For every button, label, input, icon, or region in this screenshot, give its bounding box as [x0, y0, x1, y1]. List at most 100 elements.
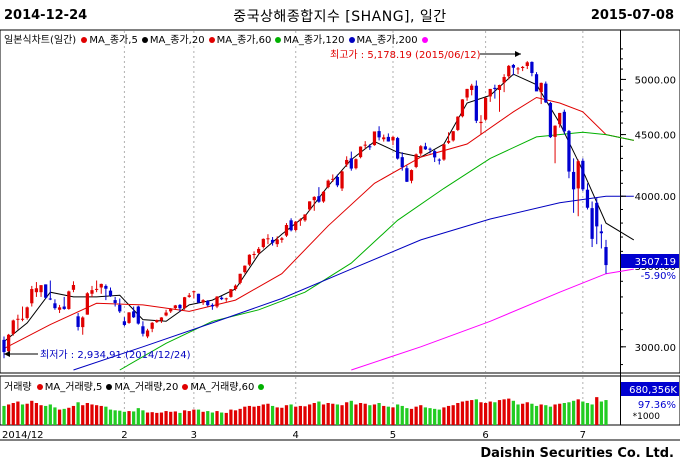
candle-body: [270, 239, 275, 243]
candle: [423, 142, 428, 150]
volume-bar: [470, 400, 474, 425]
candle: [502, 74, 506, 93]
candle: [233, 284, 238, 291]
candle: [71, 281, 76, 293]
candle: [358, 146, 363, 159]
price-legend-item: MA_종가,60: [208, 35, 274, 46]
ma-line: [119, 131, 634, 371]
candle: [90, 285, 94, 297]
candle: [187, 292, 191, 298]
candle: [363, 141, 367, 149]
volume-bar: [94, 405, 99, 425]
volume-bar: [590, 404, 594, 425]
volume-bar: [284, 405, 289, 425]
candle: [136, 305, 140, 325]
candle-body: [483, 97, 488, 120]
candle-body: [488, 88, 492, 97]
end-date: 2015-07-08: [590, 8, 674, 23]
volume-bar: [534, 405, 539, 425]
ma-line: [3, 96, 634, 350]
candle-body: [382, 137, 386, 140]
volume-bar: [382, 405, 386, 425]
candle: [215, 296, 219, 309]
volume-bar: [25, 403, 29, 425]
volume-bar: [363, 403, 367, 425]
candle: [261, 238, 265, 249]
candle-body: [229, 289, 233, 297]
candlesticks: [2, 61, 608, 359]
volume-bar: [11, 403, 15, 425]
candle: [335, 174, 340, 188]
volume-bar: [53, 407, 57, 425]
volume-bar: [562, 403, 566, 425]
volume-bar: [169, 411, 173, 425]
volume-bar: [7, 404, 11, 425]
candle: [442, 143, 446, 161]
volume-bar: [210, 412, 215, 425]
volume-bar: [303, 406, 307, 425]
volume-bar: [354, 404, 358, 425]
candle: [488, 88, 492, 102]
volume-bar: [446, 405, 451, 425]
volume-bar: [585, 403, 590, 425]
candle: [16, 314, 20, 330]
candle: [150, 322, 154, 333]
volume-legend-item: MA_거래량,60: [182, 382, 256, 393]
candle: [493, 84, 497, 99]
x-tick-label: 2: [121, 430, 127, 441]
x-tick-label: 2014/12: [2, 430, 44, 441]
volume-bar: [145, 412, 150, 425]
candle-body: [76, 316, 80, 327]
candle: [433, 149, 437, 163]
candle-body: [405, 168, 409, 182]
volume-bar: [386, 406, 390, 425]
volume-legend-swatch: [36, 384, 43, 390]
candle-body: [428, 148, 432, 150]
candle: [525, 61, 529, 70]
candle-body: [113, 300, 117, 303]
candle: [548, 101, 553, 139]
candle: [206, 300, 210, 307]
candle-body: [493, 87, 497, 90]
candle-body: [247, 254, 252, 265]
volume-legend-item: MA_거래량,20: [106, 382, 180, 393]
candle-body: [284, 225, 289, 236]
candle-body: [502, 77, 506, 83]
candle-body: [99, 283, 103, 288]
candle: [298, 218, 302, 226]
candle: [465, 88, 469, 101]
price-legend-item-label: MA_종가,200: [356, 35, 418, 46]
candle: [94, 280, 99, 293]
candle: [44, 284, 48, 299]
candle: [127, 312, 131, 324]
candle-body: [567, 131, 571, 172]
volume-legend-label: 거래량: [4, 382, 32, 393]
price-legend-item: MA_종가,120: [275, 35, 346, 46]
candle: [507, 64, 511, 80]
candle-body: [298, 219, 302, 221]
candle-body: [48, 298, 52, 300]
volume-bar: [298, 405, 302, 425]
volume-bar: [442, 407, 446, 425]
candle-body: [266, 238, 270, 240]
candle: [220, 296, 224, 301]
y-tick-label: 4500.00: [635, 131, 676, 142]
volume-readout: 680,356K 97.36% *1000: [621, 382, 679, 422]
candle-body: [210, 304, 215, 307]
candle: [456, 116, 460, 132]
candle-body: [581, 160, 585, 190]
candle: [400, 152, 404, 171]
candle-body: [599, 231, 603, 234]
volume-bar: [206, 411, 210, 425]
volume-bar: [604, 400, 608, 425]
candle: [317, 187, 321, 203]
candle-body: [507, 65, 511, 77]
volume-bar: [164, 411, 168, 425]
price-legend-item-label: MA_종가,5: [89, 35, 138, 46]
volume-bar: [321, 404, 326, 425]
ma-line: [73, 195, 634, 371]
volume-bar: [132, 411, 136, 425]
candle: [25, 306, 29, 320]
high-label: 최고가 : 5,178.19 (2015/06/12): [330, 49, 481, 61]
